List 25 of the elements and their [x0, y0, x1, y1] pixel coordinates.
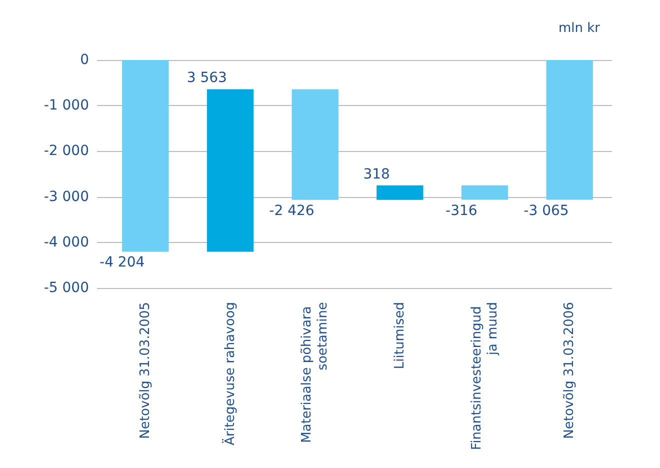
bar — [206, 89, 254, 252]
y-tick-label: 0 — [80, 52, 89, 68]
y-tick-label: -1 000 — [44, 98, 89, 114]
bar — [122, 60, 169, 252]
x-tick-label: Netovõlg 31.03.2006 — [562, 302, 578, 439]
x-tick-label: Netovõlg 31.03.2005 — [138, 302, 153, 439]
y-tick-label: -5 000 — [44, 280, 89, 296]
bar — [546, 60, 593, 200]
bar — [376, 185, 424, 200]
data-label: 3 563 — [186, 70, 227, 86]
bar — [461, 185, 508, 200]
bar — [292, 89, 338, 200]
x-tick-label: Finantsinvesteeringud ja muud — [469, 302, 500, 450]
data-label: -2 426 — [269, 202, 314, 219]
y-tick-label: -4 000 — [44, 234, 89, 250]
data-label: -316 — [446, 202, 478, 219]
x-tick-label: Äritegevuse rahavoog — [222, 302, 238, 446]
y-tick-label: -2 000 — [44, 143, 89, 160]
y-axis-title: mln kr — [558, 21, 601, 36]
y-tick-label: -3 000 — [44, 188, 89, 205]
data-label: -4 204 — [100, 254, 145, 271]
x-tick-label: Materiaalse põhivara soetamine — [300, 302, 331, 443]
data-label: 318 — [363, 166, 390, 182]
x-tick-label: Liitumised — [392, 302, 408, 370]
data-label: -3 065 — [524, 202, 569, 219]
